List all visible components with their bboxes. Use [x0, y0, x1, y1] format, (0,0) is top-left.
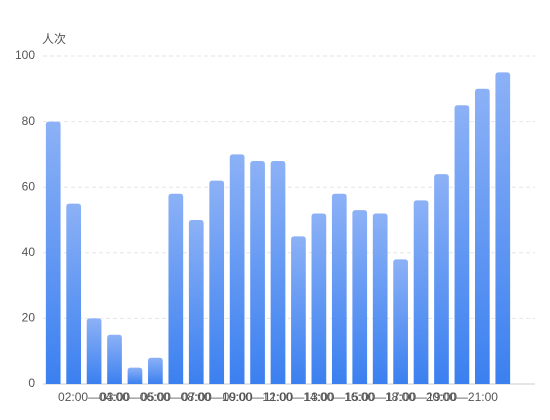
bar	[413, 200, 429, 384]
bar	[86, 318, 102, 384]
bar	[250, 160, 265, 384]
bar	[209, 180, 225, 384]
x-tick-label: 16:00—17:00	[344, 390, 416, 404]
bar	[352, 210, 368, 384]
bar	[495, 72, 511, 385]
bar	[66, 203, 82, 384]
bar	[331, 193, 347, 384]
x-tick-label: 10:00—11:00	[222, 390, 293, 404]
bar	[393, 259, 408, 384]
bar	[270, 160, 286, 384]
x-tick-label: 14:00—15:00	[303, 390, 375, 404]
bar	[434, 174, 449, 384]
bar	[291, 236, 306, 384]
bar	[454, 105, 470, 384]
x-tick-label: 02:00—03:00	[58, 390, 130, 404]
bar	[372, 213, 388, 384]
y-tick-label: 80	[22, 114, 36, 128]
y-tick-label: 100	[15, 48, 35, 62]
bar	[107, 334, 122, 384]
y-axis-label: 人次	[42, 32, 66, 46]
x-tick-label: 08:00—09:00	[181, 390, 253, 404]
y-tick-label: 60	[22, 179, 36, 193]
bar	[311, 213, 327, 384]
x-tick-label: 04:00—05:00	[99, 390, 171, 404]
x-tick-label: 18:00—19:00	[385, 390, 457, 404]
x-tick-label: 12:00—13:00	[262, 390, 334, 404]
bar	[148, 357, 163, 384]
y-tick-label: 40	[22, 245, 36, 259]
bar	[127, 367, 143, 384]
bar	[229, 154, 245, 384]
y-tick-label: 20	[22, 311, 36, 325]
bar	[474, 88, 490, 385]
bar	[45, 121, 61, 384]
bar	[188, 220, 204, 384]
y-tick-label: 0	[28, 376, 35, 390]
x-tick-label: 20:00—21:00	[426, 390, 498, 404]
x-tick-label: 06:00—07:00	[140, 390, 212, 404]
bar	[168, 193, 184, 384]
